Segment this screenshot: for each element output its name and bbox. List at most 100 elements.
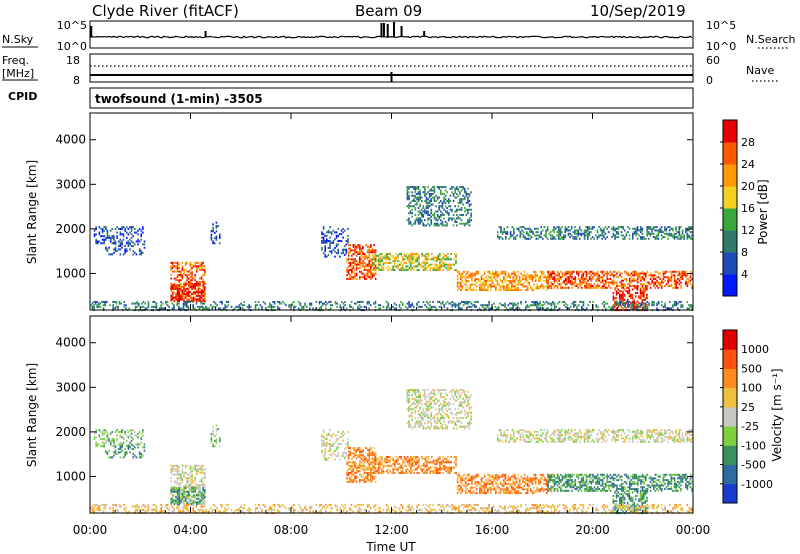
power-cell [440, 205, 442, 208]
power-cell [641, 272, 644, 275]
power-cell [215, 225, 218, 228]
power-cell [362, 252, 364, 255]
power-cell [536, 305, 538, 308]
velocity-cell [195, 501, 198, 504]
power-cell [653, 300, 655, 303]
power-cell [400, 307, 402, 310]
power-cell [603, 285, 605, 288]
power-cell [472, 272, 475, 275]
power-cell [422, 260, 425, 263]
velocity-cell [351, 464, 353, 467]
power-cell [360, 249, 363, 252]
power-cell [170, 282, 172, 285]
power-cell [184, 289, 187, 292]
power-cell [318, 300, 321, 303]
power-cell [617, 304, 620, 307]
velocity-cell [171, 501, 174, 504]
power-colorbar-segment [723, 142, 737, 165]
power-cell [363, 252, 366, 255]
power-cell [195, 281, 198, 284]
power-cell [165, 300, 167, 303]
velocity-cell [199, 471, 201, 474]
power-cell [416, 201, 418, 204]
power-cell [601, 272, 604, 275]
power-cell [585, 229, 587, 232]
velocity-cell [342, 455, 344, 458]
velocity-cell [335, 455, 338, 458]
power-cell [365, 277, 367, 280]
power-cell [625, 232, 628, 235]
power-cell [609, 274, 612, 277]
power-cell [533, 234, 536, 237]
velocity-cell [354, 477, 356, 480]
power-cell [622, 279, 625, 282]
power-cell [267, 305, 270, 308]
power-cell [330, 233, 333, 236]
velocity-cell [392, 471, 394, 474]
velocity-cell [197, 501, 200, 504]
velocity-cell [173, 490, 176, 493]
power-cell [429, 304, 431, 307]
power-cell [426, 261, 428, 264]
power-cell [620, 293, 623, 296]
power-cell [414, 213, 417, 216]
power-cell [584, 270, 586, 273]
power-cell [477, 279, 480, 282]
power-cell [113, 248, 115, 251]
power-cell [358, 247, 361, 250]
power-cell [370, 260, 372, 263]
power-cell [498, 283, 500, 286]
power-cell [480, 274, 483, 277]
velocity-cell [171, 499, 174, 502]
power-cell [612, 283, 615, 286]
power-cell [680, 300, 682, 303]
velocity-cell [392, 457, 394, 460]
power-cell [649, 283, 652, 286]
power-cell [370, 276, 372, 279]
power-cell [304, 304, 306, 307]
power-cell [437, 265, 440, 268]
power-cell [410, 268, 412, 271]
power-cell [534, 287, 537, 290]
power-cell [525, 231, 528, 234]
power-cell [566, 277, 569, 280]
velocity-cell [358, 452, 361, 455]
power-cell [405, 254, 407, 257]
power-cell [588, 234, 591, 237]
power-cell [212, 223, 214, 226]
velocity-cell [170, 499, 172, 502]
velocity-cell [349, 471, 352, 474]
velocity-cell [347, 447, 350, 450]
power-cell [171, 270, 174, 273]
power-cell [200, 293, 203, 296]
power-cell [526, 272, 529, 275]
power-cell [424, 212, 426, 215]
power-cell [517, 229, 520, 232]
power-cell [675, 229, 677, 232]
power-cell [431, 267, 433, 270]
velocity-cell [179, 492, 182, 495]
power-cell [667, 276, 669, 279]
power-cell [548, 272, 551, 275]
power-cell [603, 300, 606, 303]
power-cell [488, 272, 491, 275]
velocity-cell [179, 490, 182, 493]
power-cell [224, 307, 226, 310]
power-cell [243, 304, 246, 307]
power-cell [186, 293, 188, 296]
power-cell [483, 304, 486, 307]
power-cell [529, 229, 531, 232]
power-cell [106, 235, 109, 238]
power-cell [184, 293, 187, 296]
power-cell [393, 256, 396, 259]
power-cell [469, 274, 472, 277]
power-cell [117, 305, 119, 308]
velocity-cell [374, 457, 377, 460]
power-cell [485, 279, 488, 282]
power-cell [633, 286, 636, 289]
power-cell [160, 304, 162, 307]
power-cell [142, 227, 144, 230]
power-cell [664, 270, 666, 273]
power-cell [448, 212, 450, 215]
power-cell [418, 261, 420, 264]
